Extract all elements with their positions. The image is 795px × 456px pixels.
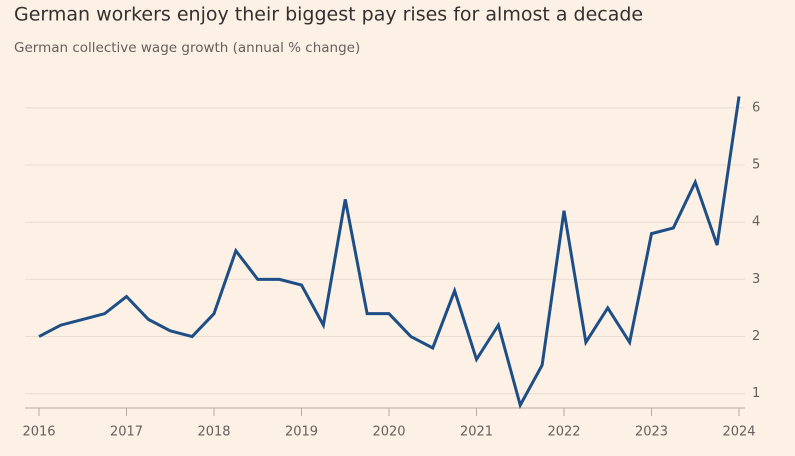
x-tick-label: 2019 xyxy=(285,425,318,440)
x-tick-label: 2022 xyxy=(547,425,580,440)
chart-subtitle: German collective wage growth (annual % … xyxy=(14,40,360,56)
x-tick-label: 2023 xyxy=(635,425,668,440)
x-tick-label: 2024 xyxy=(722,425,755,440)
data-line xyxy=(38,96,741,410)
x-tick-label: 2017 xyxy=(110,425,143,440)
x-tick-label: 2020 xyxy=(372,425,405,440)
y-tick-label: 2 xyxy=(752,329,760,344)
x-tick-label: 2018 xyxy=(197,425,230,440)
x-tick-label: 2016 xyxy=(22,425,55,440)
y-tick-label: 4 xyxy=(752,215,760,230)
chart-title: German workers enjoy their biggest pay r… xyxy=(14,4,643,26)
x-tick-label: 2021 xyxy=(460,425,493,440)
y-tick-label: 3 xyxy=(752,272,760,287)
y-tick-label: 1 xyxy=(752,386,760,401)
y-tick-label: 6 xyxy=(752,100,760,115)
y-tick-label: 5 xyxy=(752,158,760,173)
